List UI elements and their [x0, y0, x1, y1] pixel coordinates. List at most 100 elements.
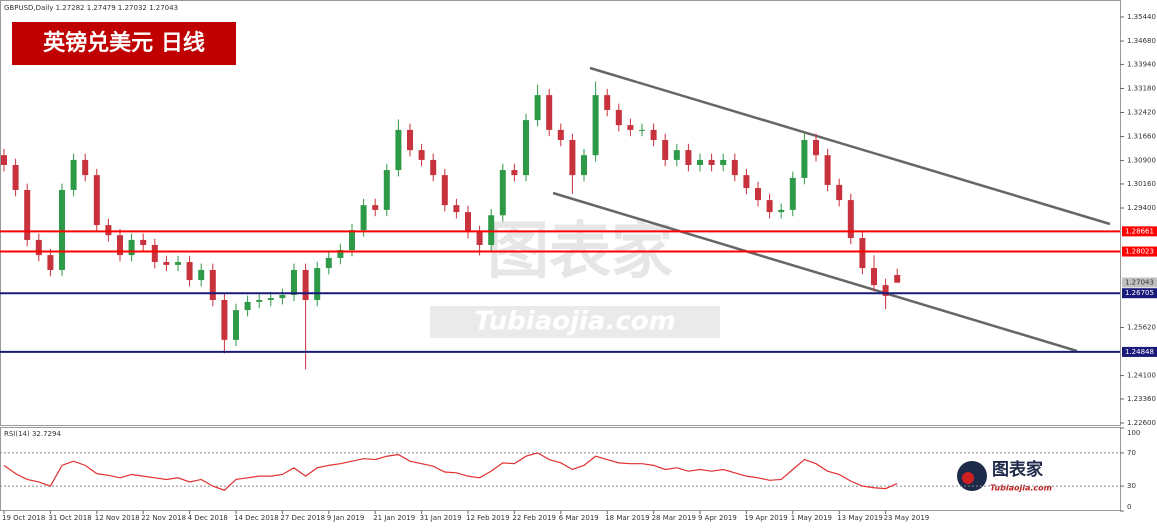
candle-body — [534, 95, 541, 121]
x-tick-label: 4 Dec 2018 — [188, 514, 228, 522]
x-tick-label: 14 Dec 2018 — [234, 514, 279, 522]
candle-body — [720, 159, 727, 165]
candle-body — [186, 262, 193, 281]
candle-body — [279, 294, 286, 299]
level-label-box — [1122, 288, 1157, 299]
x-tick-label: 13 May 2019 — [837, 514, 883, 522]
x-tick-label: 22 Feb 2019 — [512, 514, 556, 522]
candle-body — [882, 285, 889, 296]
candle-body — [12, 164, 19, 190]
level-label-box — [1122, 246, 1157, 257]
candle-body — [233, 310, 239, 340]
candle-body — [209, 269, 216, 301]
candle-body — [175, 262, 181, 265]
candle-body — [140, 239, 147, 245]
rsi-panel — [0, 427, 1121, 511]
candle-body — [731, 159, 738, 176]
candle-body — [546, 95, 553, 130]
x-tick-label: 9 Jan 2019 — [327, 514, 365, 522]
x-tick-label: 12 Feb 2019 — [466, 514, 510, 522]
candle-body — [859, 238, 866, 269]
y-tick-label: 1.23360 — [1127, 395, 1156, 403]
candle-body — [604, 95, 611, 110]
x-tick-label: 21 Jan 2019 — [373, 514, 415, 522]
candle-body — [128, 239, 135, 256]
watermark-band — [430, 306, 720, 338]
level-label: 1.28661 — [1125, 227, 1154, 235]
candle-body — [59, 189, 65, 270]
candle-body — [198, 269, 205, 281]
candle-body — [766, 200, 773, 213]
candle-body — [789, 177, 796, 210]
candle-body — [349, 230, 355, 251]
x-tick-label: 27 Dec 2018 — [280, 514, 325, 522]
candle-body — [778, 209, 785, 213]
level-label: 1.24848 — [1125, 348, 1154, 356]
rsi-line — [3, 452, 898, 491]
x-tick-label: 28 Mar 2019 — [652, 514, 696, 522]
candle-body — [511, 170, 518, 176]
candle-body — [151, 244, 158, 263]
candle-body — [70, 159, 77, 190]
candle-body — [650, 129, 657, 141]
level-label-box — [1122, 226, 1157, 237]
candle-body — [499, 170, 506, 216]
candle-body — [847, 200, 854, 239]
candle-body — [221, 300, 228, 340]
candle-body — [117, 235, 123, 256]
candle-body — [337, 250, 344, 258]
y-tick-label: 1.33940 — [1127, 60, 1156, 68]
y-tick-label: 1.25620 — [1127, 324, 1156, 332]
candle-body — [441, 175, 448, 206]
y-tick-label: 1.31660 — [1127, 133, 1156, 141]
y-tick-label: 1.33180 — [1127, 84, 1156, 92]
x-tick-label: 1 May 2019 — [791, 514, 832, 522]
y-tick-label: 1.29400 — [1127, 204, 1156, 212]
watermark: 图表家 Tubiaojia.com — [430, 214, 720, 338]
x-tick-label: 12 Nov 2018 — [95, 514, 140, 522]
logo-icon-dot — [962, 472, 974, 484]
title-box — [12, 22, 236, 65]
x-tick-label: 19 Oct 2018 — [2, 514, 45, 522]
level-label-box — [1122, 346, 1157, 357]
level-label: 1.28023 — [1125, 248, 1154, 256]
x-tick-label: 18 Mar 2019 — [605, 514, 649, 522]
rsi-tick-label: 30 — [1127, 482, 1136, 490]
candle-body — [418, 150, 425, 160]
candle-body — [569, 140, 576, 176]
y-tick-label: 1.30900 — [1127, 157, 1156, 165]
candle-body — [662, 140, 669, 160]
main-panel — [0, 0, 1121, 426]
candle-body — [476, 232, 483, 245]
candle-body — [465, 212, 471, 233]
candle-body — [453, 205, 460, 213]
candle-body — [430, 159, 437, 176]
chart-title: 英镑兑美元 日线 — [43, 30, 205, 56]
watermark-en: Tubiaojia.com — [474, 307, 675, 337]
candle-body — [93, 175, 100, 226]
candle-body — [801, 140, 808, 178]
rsi-tick-label: 70 — [1127, 449, 1136, 457]
trend-line-upper — [589, 66, 1111, 226]
candle-body — [244, 301, 251, 311]
candle-body — [673, 150, 680, 160]
candle-body — [302, 269, 309, 301]
x-tick-label: 31 Oct 2018 — [48, 514, 91, 522]
candle-body — [105, 225, 112, 236]
logo: 图表家 Tubiaojia.com — [957, 459, 1052, 493]
logo-en: Tubiaojia.com — [990, 484, 1052, 493]
candle-body — [395, 129, 402, 171]
y-tick-label: 1.24100 — [1127, 372, 1156, 380]
candle-body — [314, 268, 321, 301]
candle-body — [372, 205, 379, 210]
candle-body — [871, 268, 877, 286]
x-tick-label: 31 Jan 2019 — [420, 514, 462, 522]
rsi-label: RSI(14) 32.7294 — [4, 430, 61, 438]
candle-body — [35, 239, 42, 256]
candle-body — [627, 125, 634, 130]
x-tick-label: 22 Nov 2018 — [141, 514, 186, 522]
trend-line-lower — [552, 191, 1078, 353]
candle-body — [1, 155, 7, 165]
candle-body — [267, 298, 274, 301]
